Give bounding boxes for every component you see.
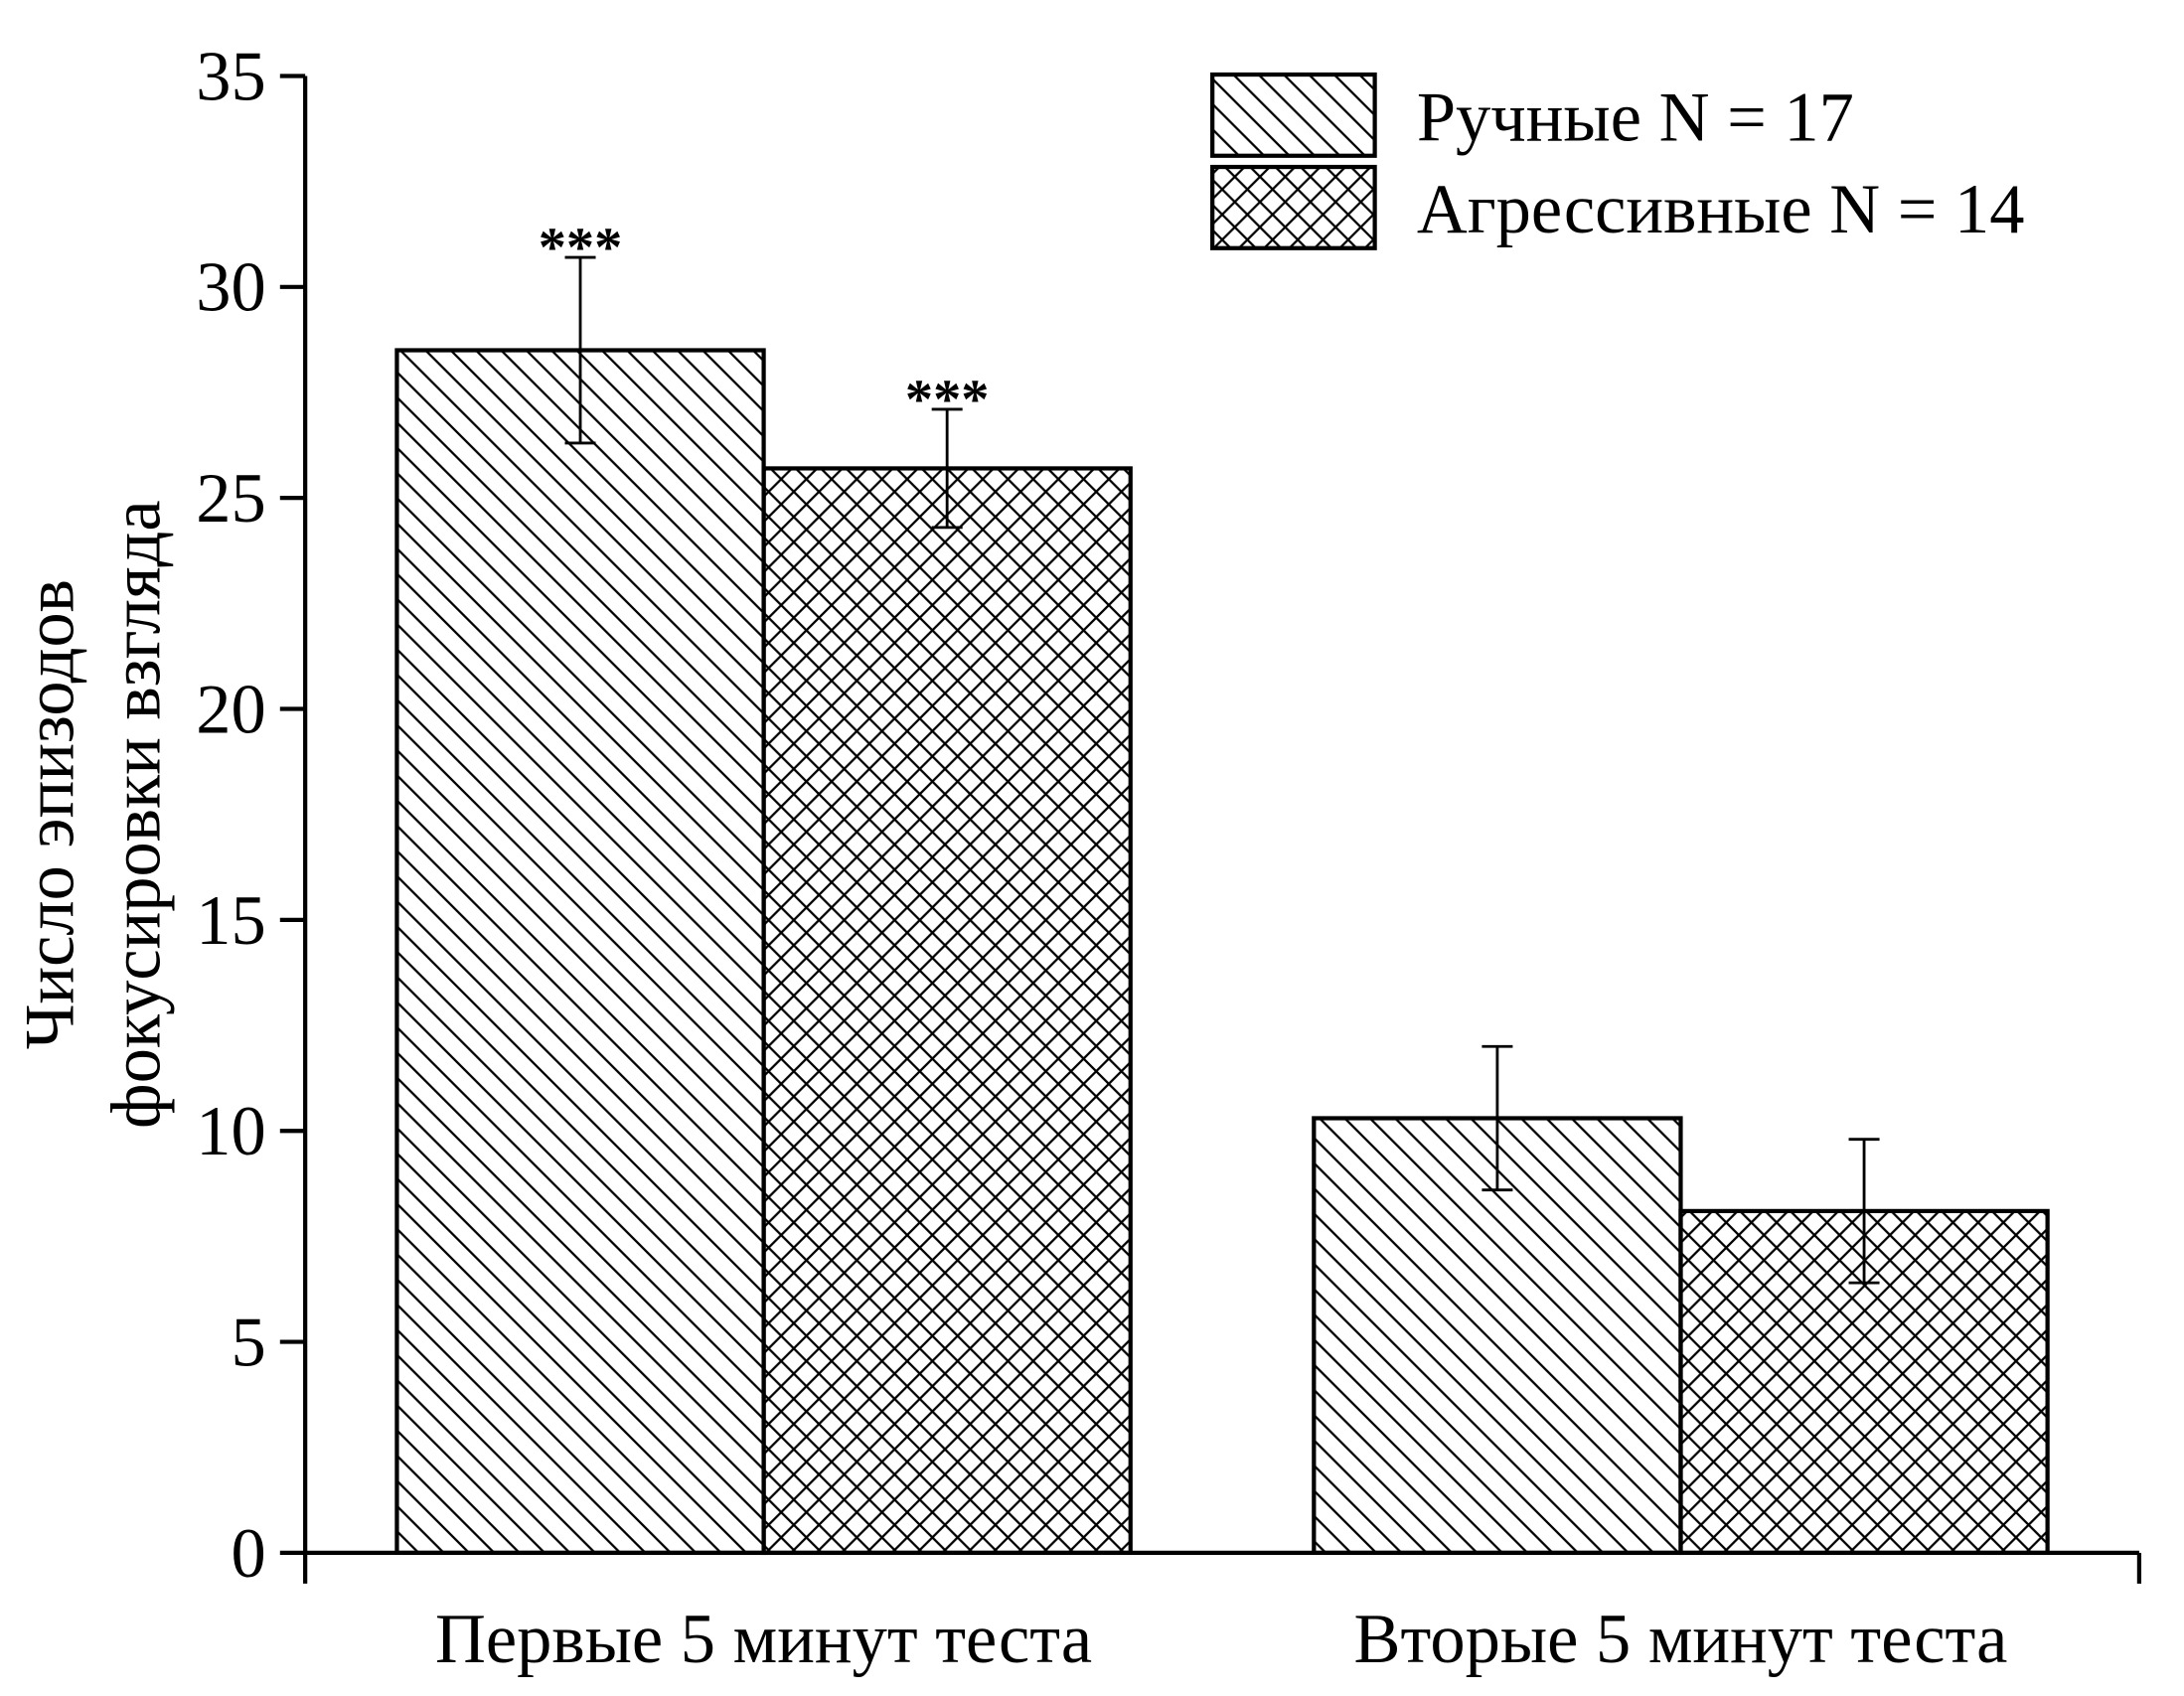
legend-label: Агрессивные N = 14	[1417, 171, 2025, 248]
legend-swatch	[1210, 72, 1377, 158]
y-tick-label: 5	[231, 1305, 265, 1382]
error-bar	[1848, 1138, 1880, 1285]
y-tick-label: 0	[231, 1515, 265, 1593]
x-tick-label: Первые 5 минут теста	[435, 1601, 1092, 1678]
bar	[761, 466, 1133, 1556]
significance-label: ***	[539, 218, 623, 279]
y-tick-label: 25	[196, 460, 265, 538]
error-bar	[931, 407, 963, 530]
error-bar	[564, 255, 596, 445]
legend-swatch	[1210, 164, 1377, 250]
y-axis-label: фокусировки взгляда	[98, 500, 176, 1129]
y-tick-label: 15	[196, 882, 265, 960]
y-tick-label: 20	[196, 671, 265, 748]
error-bar	[1482, 1044, 1513, 1192]
legend-label: Ручные N = 17	[1417, 78, 1854, 156]
significance-label: ***	[905, 369, 990, 430]
bar	[394, 348, 766, 1556]
y-axis-label: Число эпизодов	[11, 579, 88, 1049]
y-tick-label: 30	[196, 249, 265, 327]
y-tick-label: 35	[196, 38, 265, 115]
y-tick-label: 10	[196, 1093, 265, 1170]
x-tick-label: Вторые 5 минут теста	[1354, 1601, 2008, 1678]
